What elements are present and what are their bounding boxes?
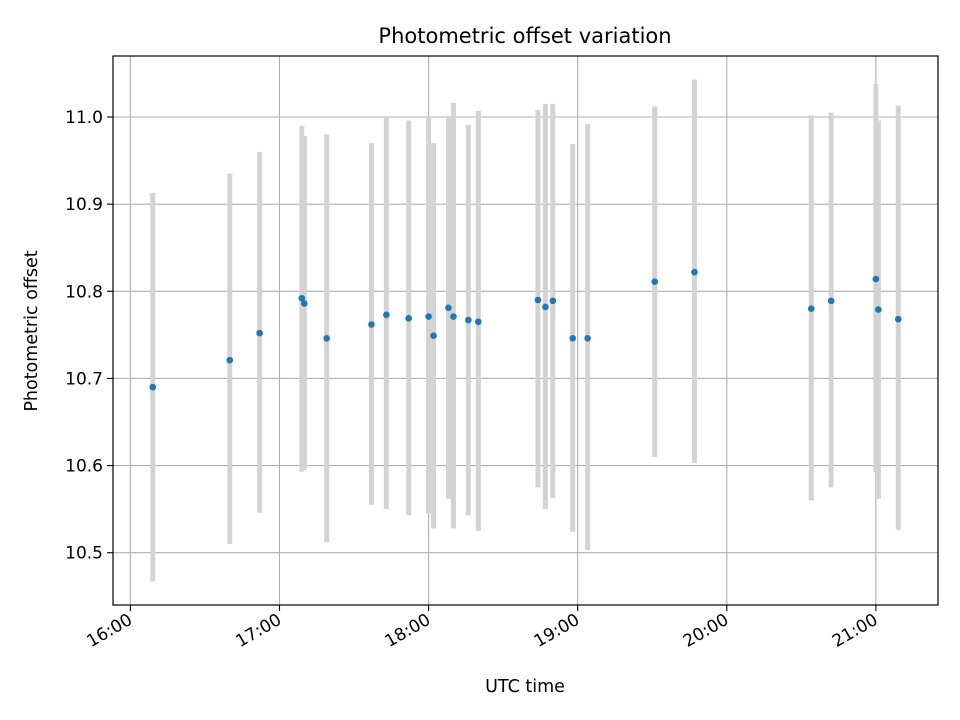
y-tick-label: 10.7 — [65, 369, 103, 389]
data-point — [691, 268, 698, 276]
x-axis-label: UTC time — [485, 677, 565, 697]
y-tick-label: 10.8 — [65, 282, 103, 302]
data-point — [405, 315, 413, 322]
plot-frame — [112, 55, 939, 606]
data-point — [465, 316, 472, 324]
data-point — [894, 315, 902, 323]
data-point — [827, 297, 835, 305]
data-point — [301, 300, 308, 307]
data-point — [425, 313, 432, 320]
marker-layer — [149, 268, 902, 391]
y-tick-label: 10.6 — [65, 457, 103, 477]
data-point — [569, 335, 577, 342]
y-axis-label: Photometric offset — [22, 250, 42, 411]
data-point — [875, 306, 882, 313]
data-point — [872, 275, 880, 283]
data-point — [651, 278, 659, 286]
data-point — [298, 294, 306, 302]
chart-title: Photometric offset variation — [378, 24, 671, 48]
y-tick-label: 11.0 — [65, 108, 103, 128]
data-point — [323, 335, 331, 342]
data-point — [584, 335, 591, 342]
data-point — [474, 318, 482, 326]
data-point — [807, 305, 815, 313]
data-point — [256, 329, 263, 337]
y-axis-ticks: 10.5 10.6 10.7 10.8 10.9 11.0 — [65, 108, 113, 564]
y-tick-label: 10.5 — [65, 544, 103, 564]
data-point — [383, 311, 390, 319]
data-point — [534, 296, 542, 304]
data-point — [542, 303, 549, 311]
data-point — [226, 356, 234, 364]
data-point — [149, 383, 157, 391]
data-point — [445, 304, 452, 312]
data-point — [368, 321, 375, 328]
data-point — [430, 332, 437, 340]
y-tick-label: 10.9 — [65, 195, 103, 215]
data-point — [450, 313, 457, 320]
data-point — [549, 297, 557, 305]
